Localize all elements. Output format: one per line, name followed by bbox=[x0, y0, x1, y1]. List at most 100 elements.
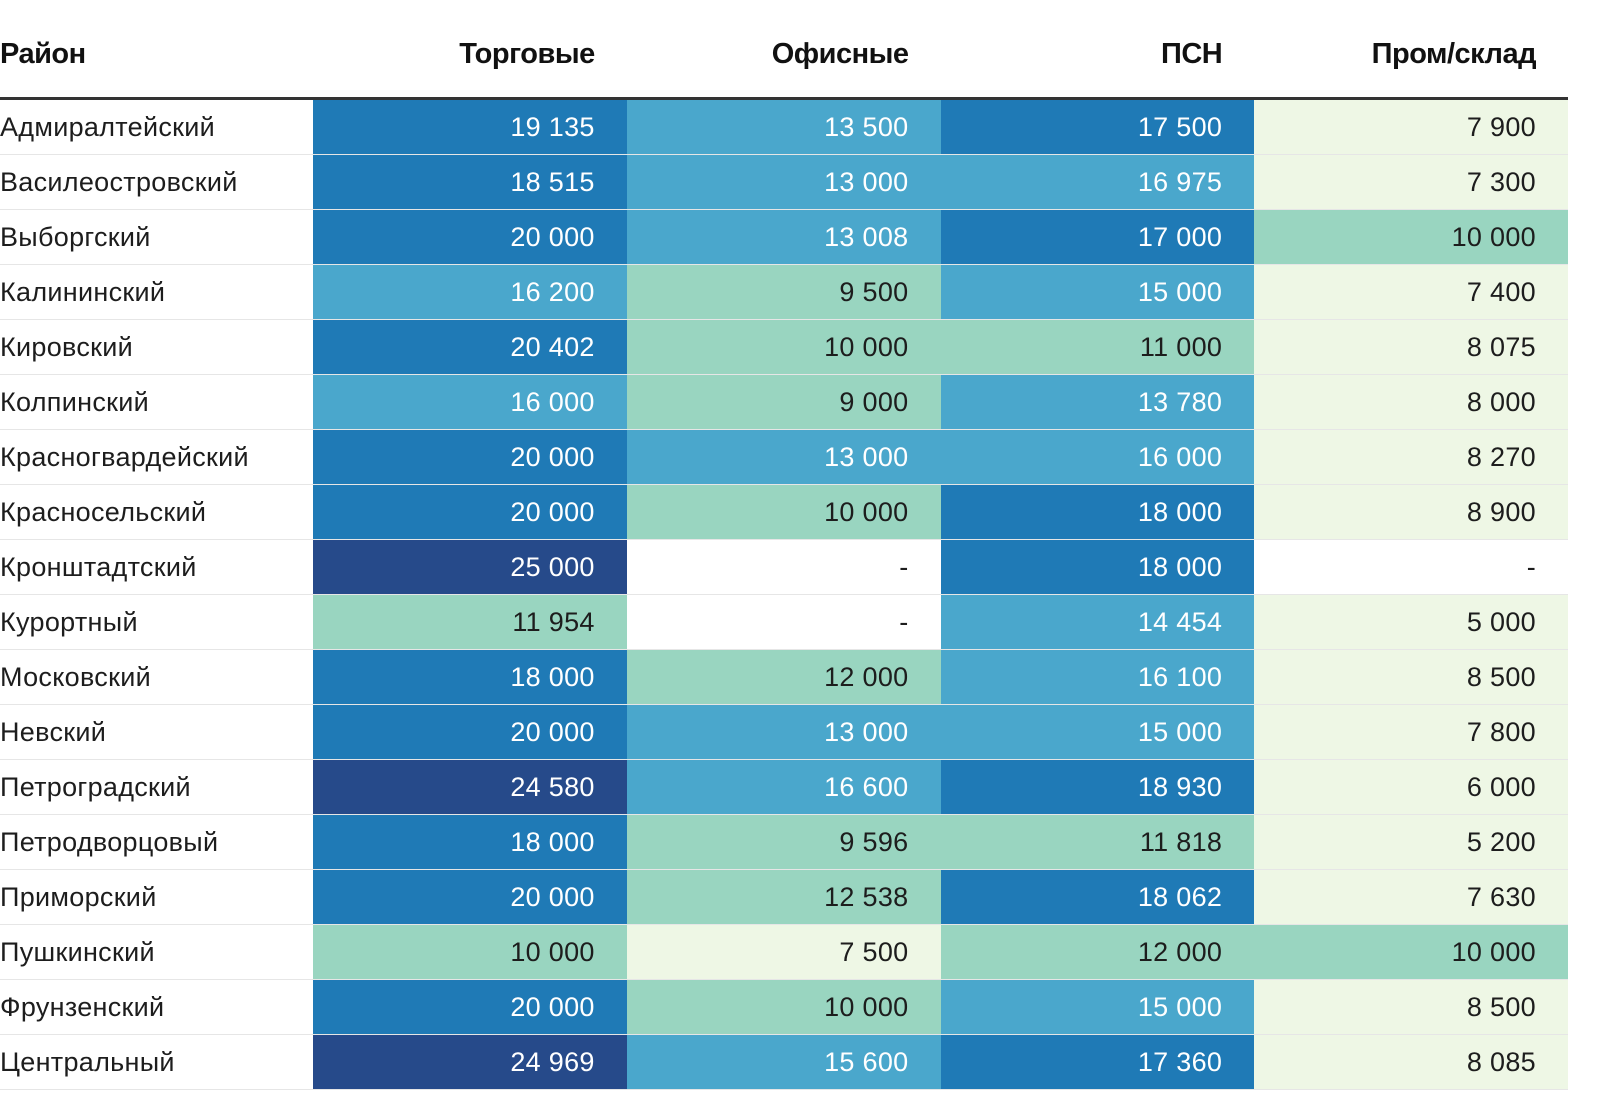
price-cell: 13 000 bbox=[626, 429, 941, 485]
price-cell: 13 000 bbox=[626, 704, 941, 760]
price-cell: 12 000 bbox=[940, 924, 1255, 980]
table-row: Курортный 11 954-14 454 5 000 bbox=[0, 594, 1568, 650]
price-cell: 8 900 bbox=[1254, 484, 1568, 540]
table-row: Кронштадтский 25 000-18 000- bbox=[0, 539, 1568, 595]
district-cell: Московский bbox=[0, 649, 313, 705]
column-header: Торговые bbox=[313, 0, 627, 100]
price-cell: 13 500 bbox=[626, 98, 941, 155]
price-cell: 24 969 bbox=[313, 1034, 627, 1090]
district-cell: Красносельский bbox=[0, 484, 313, 540]
price-cell: 19 135 bbox=[313, 98, 627, 155]
price-cell: 15 600 bbox=[626, 1034, 941, 1090]
price-cell: 18 000 bbox=[313, 649, 627, 705]
district-cell: Адмиралтейский bbox=[0, 98, 313, 155]
district-cell: Калининский bbox=[0, 264, 313, 320]
price-cell: 8 500 bbox=[1254, 979, 1568, 1035]
price-cell: 8 500 bbox=[1254, 649, 1568, 705]
district-cell: Курортный bbox=[0, 594, 313, 650]
table-row: Адмиралтейский 19 135 13 500 17 500 7 900 bbox=[0, 98, 1568, 155]
table-row: Приморский 20 000 12 538 18 062 7 630 bbox=[0, 869, 1568, 925]
price-cell: 7 900 bbox=[1254, 98, 1568, 155]
price-cell: 20 402 bbox=[313, 319, 627, 375]
district-cell: Василеостровский bbox=[0, 154, 313, 210]
district-cell: Пушкинский bbox=[0, 924, 313, 980]
price-cell: 14 454 bbox=[940, 594, 1255, 650]
table-row: Выборгский 20 000 13 008 17 000 10 000 bbox=[0, 209, 1568, 265]
price-cell: 9 500 bbox=[626, 264, 941, 320]
price-cell: 20 000 bbox=[313, 484, 627, 540]
price-cell: 15 000 bbox=[940, 704, 1255, 760]
price-cell: 7 800 bbox=[1254, 704, 1568, 760]
column-header: Район bbox=[0, 0, 313, 100]
price-cell: 12 538 bbox=[626, 869, 941, 925]
price-cell: 10 000 bbox=[626, 979, 941, 1035]
price-cell: 5 000 bbox=[1254, 594, 1568, 650]
price-cell: 9 000 bbox=[626, 374, 941, 430]
district-cell: Кронштадтский bbox=[0, 539, 313, 595]
price-cell: - bbox=[626, 594, 941, 650]
table-row: Калининский 16 200 9 500 15 000 7 400 bbox=[0, 264, 1568, 320]
price-cell: 18 000 bbox=[313, 814, 627, 870]
price-cell: 16 000 bbox=[313, 374, 627, 430]
table-body: Адмиралтейский 19 135 13 500 17 500 7 900 Вас… bbox=[0, 98, 1568, 1090]
price-cell: 18 000 bbox=[940, 484, 1255, 540]
price-cell: 17 000 bbox=[940, 209, 1255, 265]
table-row: Пушкинский 10 000 7 500 12 000 10 000 bbox=[0, 924, 1568, 980]
district-cell: Колпинский bbox=[0, 374, 313, 430]
table-row: Колпинский 16 000 9 000 13 780 8 000 bbox=[0, 374, 1568, 430]
price-cell: 18 515 bbox=[313, 154, 627, 210]
district-cell: Петродворцовый bbox=[0, 814, 313, 870]
price-cell: 13 008 bbox=[626, 209, 941, 265]
table-row: Петроградский 24 580 16 600 18 930 6 000 bbox=[0, 759, 1568, 815]
price-cell: 16 100 bbox=[940, 649, 1255, 705]
price-cell: 20 000 bbox=[313, 429, 627, 485]
price-cell: 9 596 bbox=[626, 814, 941, 870]
table-row: Фрунзенский 20 000 10 000 15 000 8 500 bbox=[0, 979, 1568, 1035]
price-cell: 20 000 bbox=[313, 979, 627, 1035]
district-cell: Фрунзенский bbox=[0, 979, 313, 1035]
price-cell: 7 500 bbox=[626, 924, 941, 980]
header-row: Район Торговые Офисные ПСН Пром/склад bbox=[0, 0, 1568, 100]
column-header: Офисные bbox=[626, 0, 941, 100]
price-cell: 13 000 bbox=[626, 154, 941, 210]
price-cell: 10 000 bbox=[1254, 209, 1568, 265]
price-cell: 11 954 bbox=[313, 594, 627, 650]
price-cell: 17 360 bbox=[940, 1034, 1255, 1090]
price-cell: 5 200 bbox=[1254, 814, 1568, 870]
price-cell: 8 075 bbox=[1254, 319, 1568, 375]
district-cell: Центральный bbox=[0, 1034, 313, 1090]
price-cell: 11 818 bbox=[940, 814, 1255, 870]
table-row: Московский 18 000 12 000 16 100 8 500 bbox=[0, 649, 1568, 705]
price-cell: 20 000 bbox=[313, 209, 627, 265]
price-cell: 8 000 bbox=[1254, 374, 1568, 430]
price-cell: 7 300 bbox=[1254, 154, 1568, 210]
price-cell: 16 000 bbox=[940, 429, 1255, 485]
price-cell: 20 000 bbox=[313, 869, 627, 925]
price-cell: 17 500 bbox=[940, 98, 1255, 155]
table-row: Петродворцовый 18 000 9 596 11 818 5 200 bbox=[0, 814, 1568, 870]
price-cell: 18 000 bbox=[940, 539, 1255, 595]
table-row: Василеостровский 18 515 13 000 16 975 7 300 bbox=[0, 154, 1568, 210]
price-cell: 11 000 bbox=[940, 319, 1255, 375]
price-cell: 12 000 bbox=[626, 649, 941, 705]
price-cell: 10 000 bbox=[1254, 924, 1568, 980]
table-row: Центральный 24 969 15 600 17 360 8 085 bbox=[0, 1034, 1568, 1090]
price-table: Район Торговые Офисные ПСН Пром/склад Адмира… bbox=[0, 0, 1568, 1090]
district-cell: Петроградский bbox=[0, 759, 313, 815]
table-row: Красносельский 20 000 10 000 18 000 8 900 bbox=[0, 484, 1568, 540]
price-cell: 16 975 bbox=[940, 154, 1255, 210]
price-cell: 15 000 bbox=[940, 264, 1255, 320]
price-cell: 7 400 bbox=[1254, 264, 1568, 320]
price-cell: 20 000 bbox=[313, 704, 627, 760]
price-cell: 16 200 bbox=[313, 264, 627, 320]
price-cell: 25 000 bbox=[313, 539, 627, 595]
district-cell: Невский bbox=[0, 704, 313, 760]
district-cell: Кировский bbox=[0, 319, 313, 375]
column-header: ПСН bbox=[940, 0, 1255, 100]
table-row: Невский 20 000 13 000 15 000 7 800 bbox=[0, 704, 1568, 760]
price-cell: 15 000 bbox=[940, 979, 1255, 1035]
price-cell: 16 600 bbox=[626, 759, 941, 815]
price-cell: 13 780 bbox=[940, 374, 1255, 430]
price-cell: 10 000 bbox=[313, 924, 627, 980]
